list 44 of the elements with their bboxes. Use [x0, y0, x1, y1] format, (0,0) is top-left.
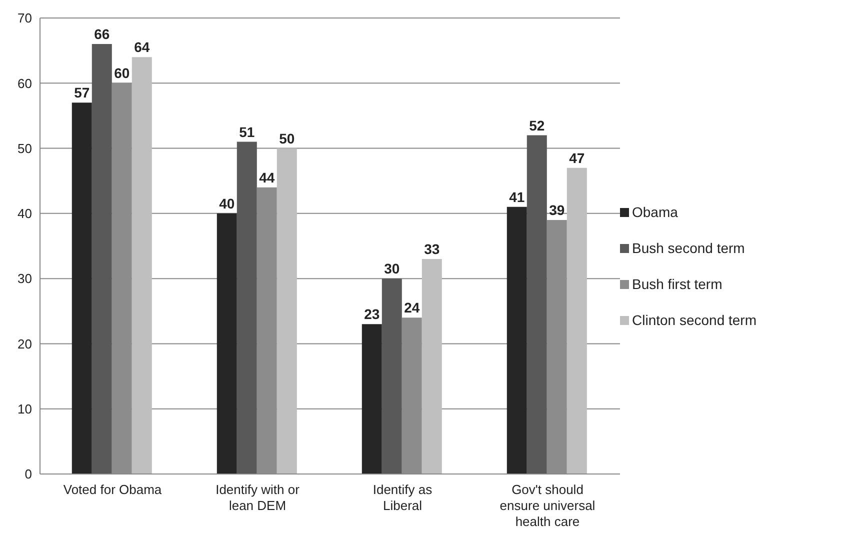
- x-tick-label: Voted for Obama: [63, 482, 162, 497]
- data-label: 66: [94, 26, 110, 42]
- x-tick-label: Identify with or lean DEM: [216, 482, 300, 513]
- y-tick-label: 20: [18, 336, 32, 352]
- legend-label: Bush first term: [632, 276, 722, 292]
- legend-label: Obama: [632, 204, 678, 220]
- data-label: 60: [114, 65, 130, 82]
- legend-label: Bush second term: [632, 240, 745, 256]
- bar: [362, 324, 382, 474]
- bar: [276, 148, 297, 474]
- bar: [506, 206, 527, 474]
- data-label: 39: [549, 202, 565, 218]
- legend-label: Clinton second term: [632, 312, 757, 328]
- data-label: 52: [529, 117, 545, 134]
- bar: [72, 102, 92, 474]
- y-tick-label: 40: [18, 206, 32, 222]
- bar: [92, 44, 112, 474]
- data-label: 44: [259, 169, 275, 186]
- data-label: 40: [219, 195, 235, 212]
- data-label: 57: [74, 84, 90, 101]
- data-label: 41: [509, 188, 525, 205]
- data-label: 33: [424, 241, 440, 258]
- data-label: 51: [239, 124, 255, 140]
- data-label: 47: [569, 150, 585, 166]
- data-label: 50: [279, 130, 295, 146]
- y-tick-label: 0: [24, 466, 32, 482]
- data-label: 64: [134, 39, 150, 56]
- bar: [566, 168, 587, 474]
- data-label: 23: [364, 306, 380, 322]
- y-tick-label: 70: [18, 10, 32, 26]
- bar: [132, 57, 152, 474]
- x-tick-label: Gov't should ensure universal health care: [500, 482, 596, 529]
- bar: [236, 142, 257, 474]
- bar: [382, 278, 402, 474]
- y-tick-label: 10: [18, 401, 32, 416]
- y-tick-label: 50: [18, 140, 32, 156]
- y-tick-label: 60: [18, 76, 32, 91]
- y-tick-label: 30: [18, 271, 32, 286]
- bar: [422, 259, 442, 474]
- bar: [526, 135, 547, 474]
- data-label: 30: [384, 260, 400, 277]
- data-label: 24: [404, 300, 420, 316]
- x-tick-label: Identify as Liberal: [372, 482, 433, 513]
- bar: [216, 213, 237, 474]
